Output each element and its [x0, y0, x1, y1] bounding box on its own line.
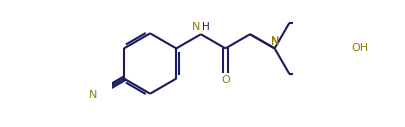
Text: N: N [271, 36, 279, 46]
Text: H: H [202, 22, 209, 32]
Text: N: N [192, 22, 200, 32]
Text: OH: OH [352, 43, 369, 53]
Text: O: O [221, 75, 230, 85]
Text: N: N [271, 37, 279, 47]
Text: N: N [89, 90, 97, 100]
